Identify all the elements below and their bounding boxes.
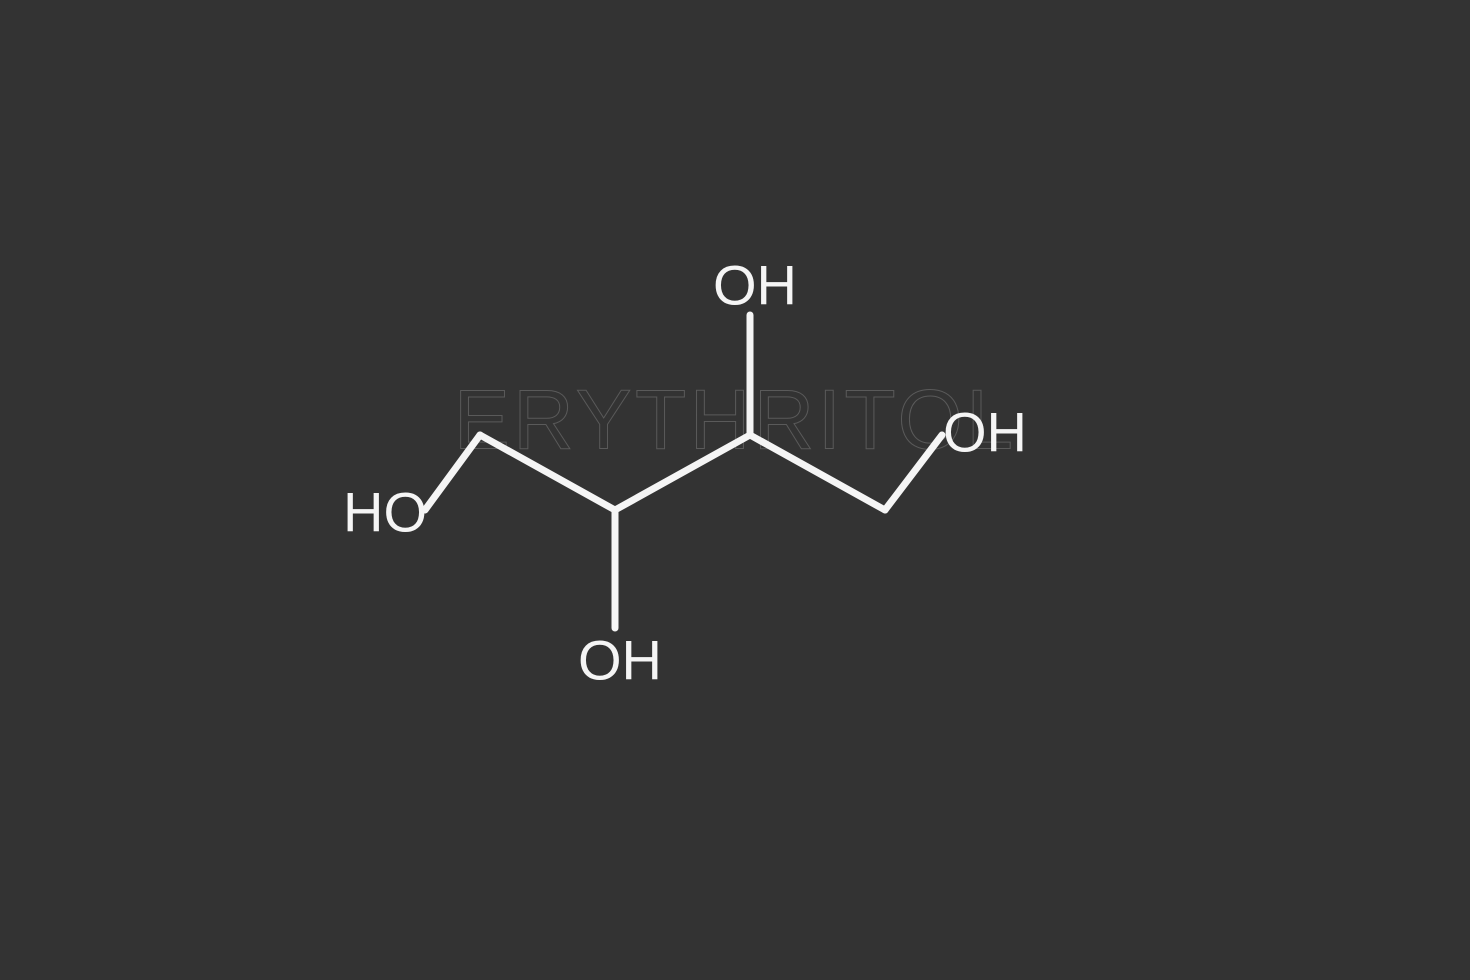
atom-label-oh1: HO bbox=[343, 480, 427, 545]
atom-label-oh2: OH bbox=[578, 628, 662, 693]
bond-lines bbox=[0, 0, 1470, 980]
atom-label-oh3: OH bbox=[713, 253, 797, 318]
compound-name-watermark: ERYTHRITOL bbox=[454, 372, 1017, 469]
molecule-diagram: ERYTHRITOL HO OH OH OH bbox=[0, 0, 1470, 980]
atom-label-oh4: OH bbox=[943, 400, 1027, 465]
